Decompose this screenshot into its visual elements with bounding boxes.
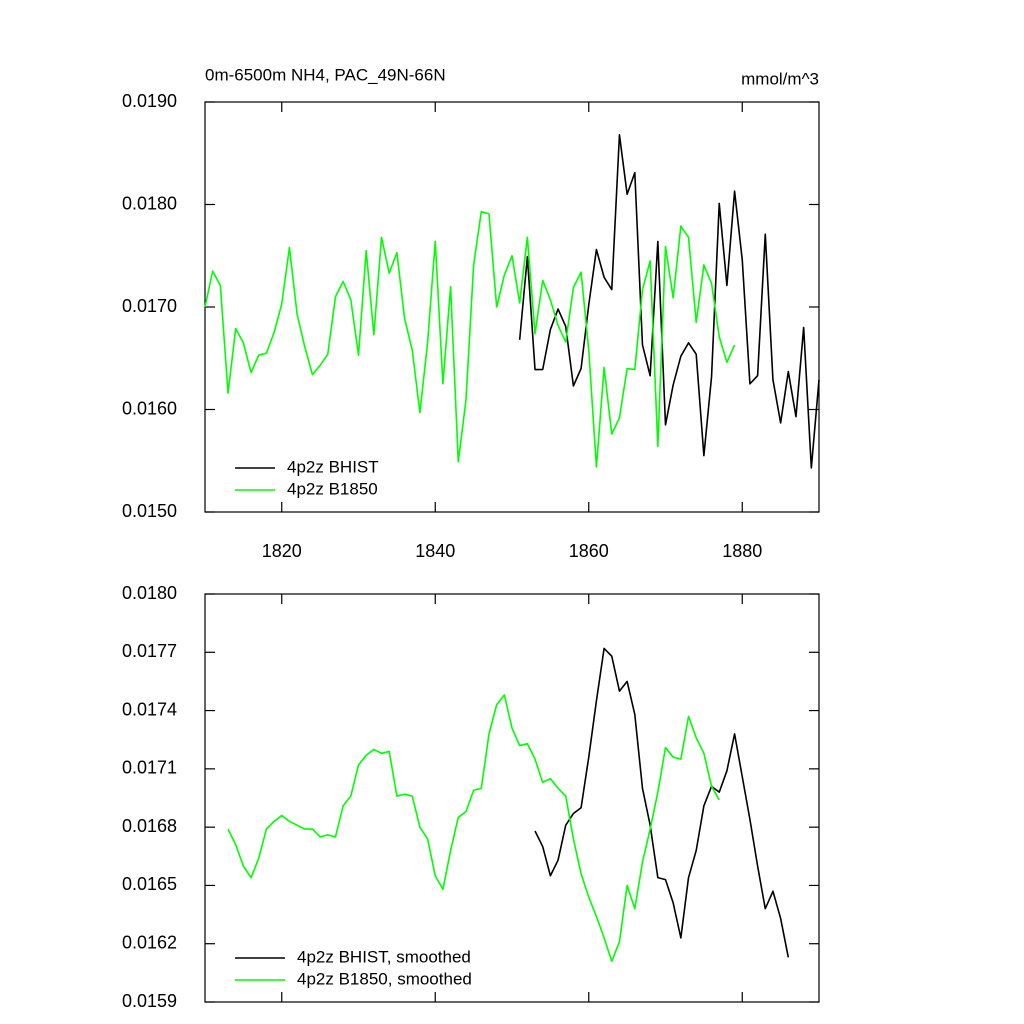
series-line xyxy=(534,647,790,958)
y-tick-label: 0.0159 xyxy=(122,991,177,1011)
y-tick-label: 0.0171 xyxy=(122,758,177,778)
y-tick-label: 0.0180 xyxy=(122,583,177,603)
x-tick-label: 1880 xyxy=(722,541,762,561)
legend-label: 4p2z BHIST xyxy=(287,457,379,476)
series-line xyxy=(227,694,720,962)
y-tick-label: 0.0168 xyxy=(122,816,177,836)
x-tick-label: 1820 xyxy=(262,541,302,561)
plot-frame xyxy=(204,101,820,513)
chart-title: 0m-6500m NH4, PAC_49N-66N xyxy=(205,65,446,84)
series-line xyxy=(518,134,820,469)
x-tick-label: 1840 xyxy=(415,541,455,561)
y-tick-label: 0.0180 xyxy=(122,193,177,213)
y-tick-label: 0.0160 xyxy=(122,398,177,418)
series-line xyxy=(204,210,736,468)
legend-label: 4p2z BHIST, smoothed xyxy=(297,947,471,966)
legend-label: 4p2z B1850 xyxy=(287,479,378,498)
y-tick-label: 0.0162 xyxy=(122,932,177,952)
y-tick-label: 0.0150 xyxy=(122,501,177,521)
y-tick-label: 0.0190 xyxy=(122,91,177,111)
units-label: mmol/m^3 xyxy=(741,69,819,88)
y-tick-label: 0.0165 xyxy=(122,874,177,894)
legend-label: 4p2z B1850, smoothed xyxy=(297,969,472,988)
y-tick-label: 0.0177 xyxy=(122,641,177,661)
x-tick-label: 1860 xyxy=(569,541,609,561)
y-tick-label: 0.0174 xyxy=(122,699,177,719)
y-tick-label: 0.0170 xyxy=(122,296,177,316)
plot-frame xyxy=(204,593,820,1003)
